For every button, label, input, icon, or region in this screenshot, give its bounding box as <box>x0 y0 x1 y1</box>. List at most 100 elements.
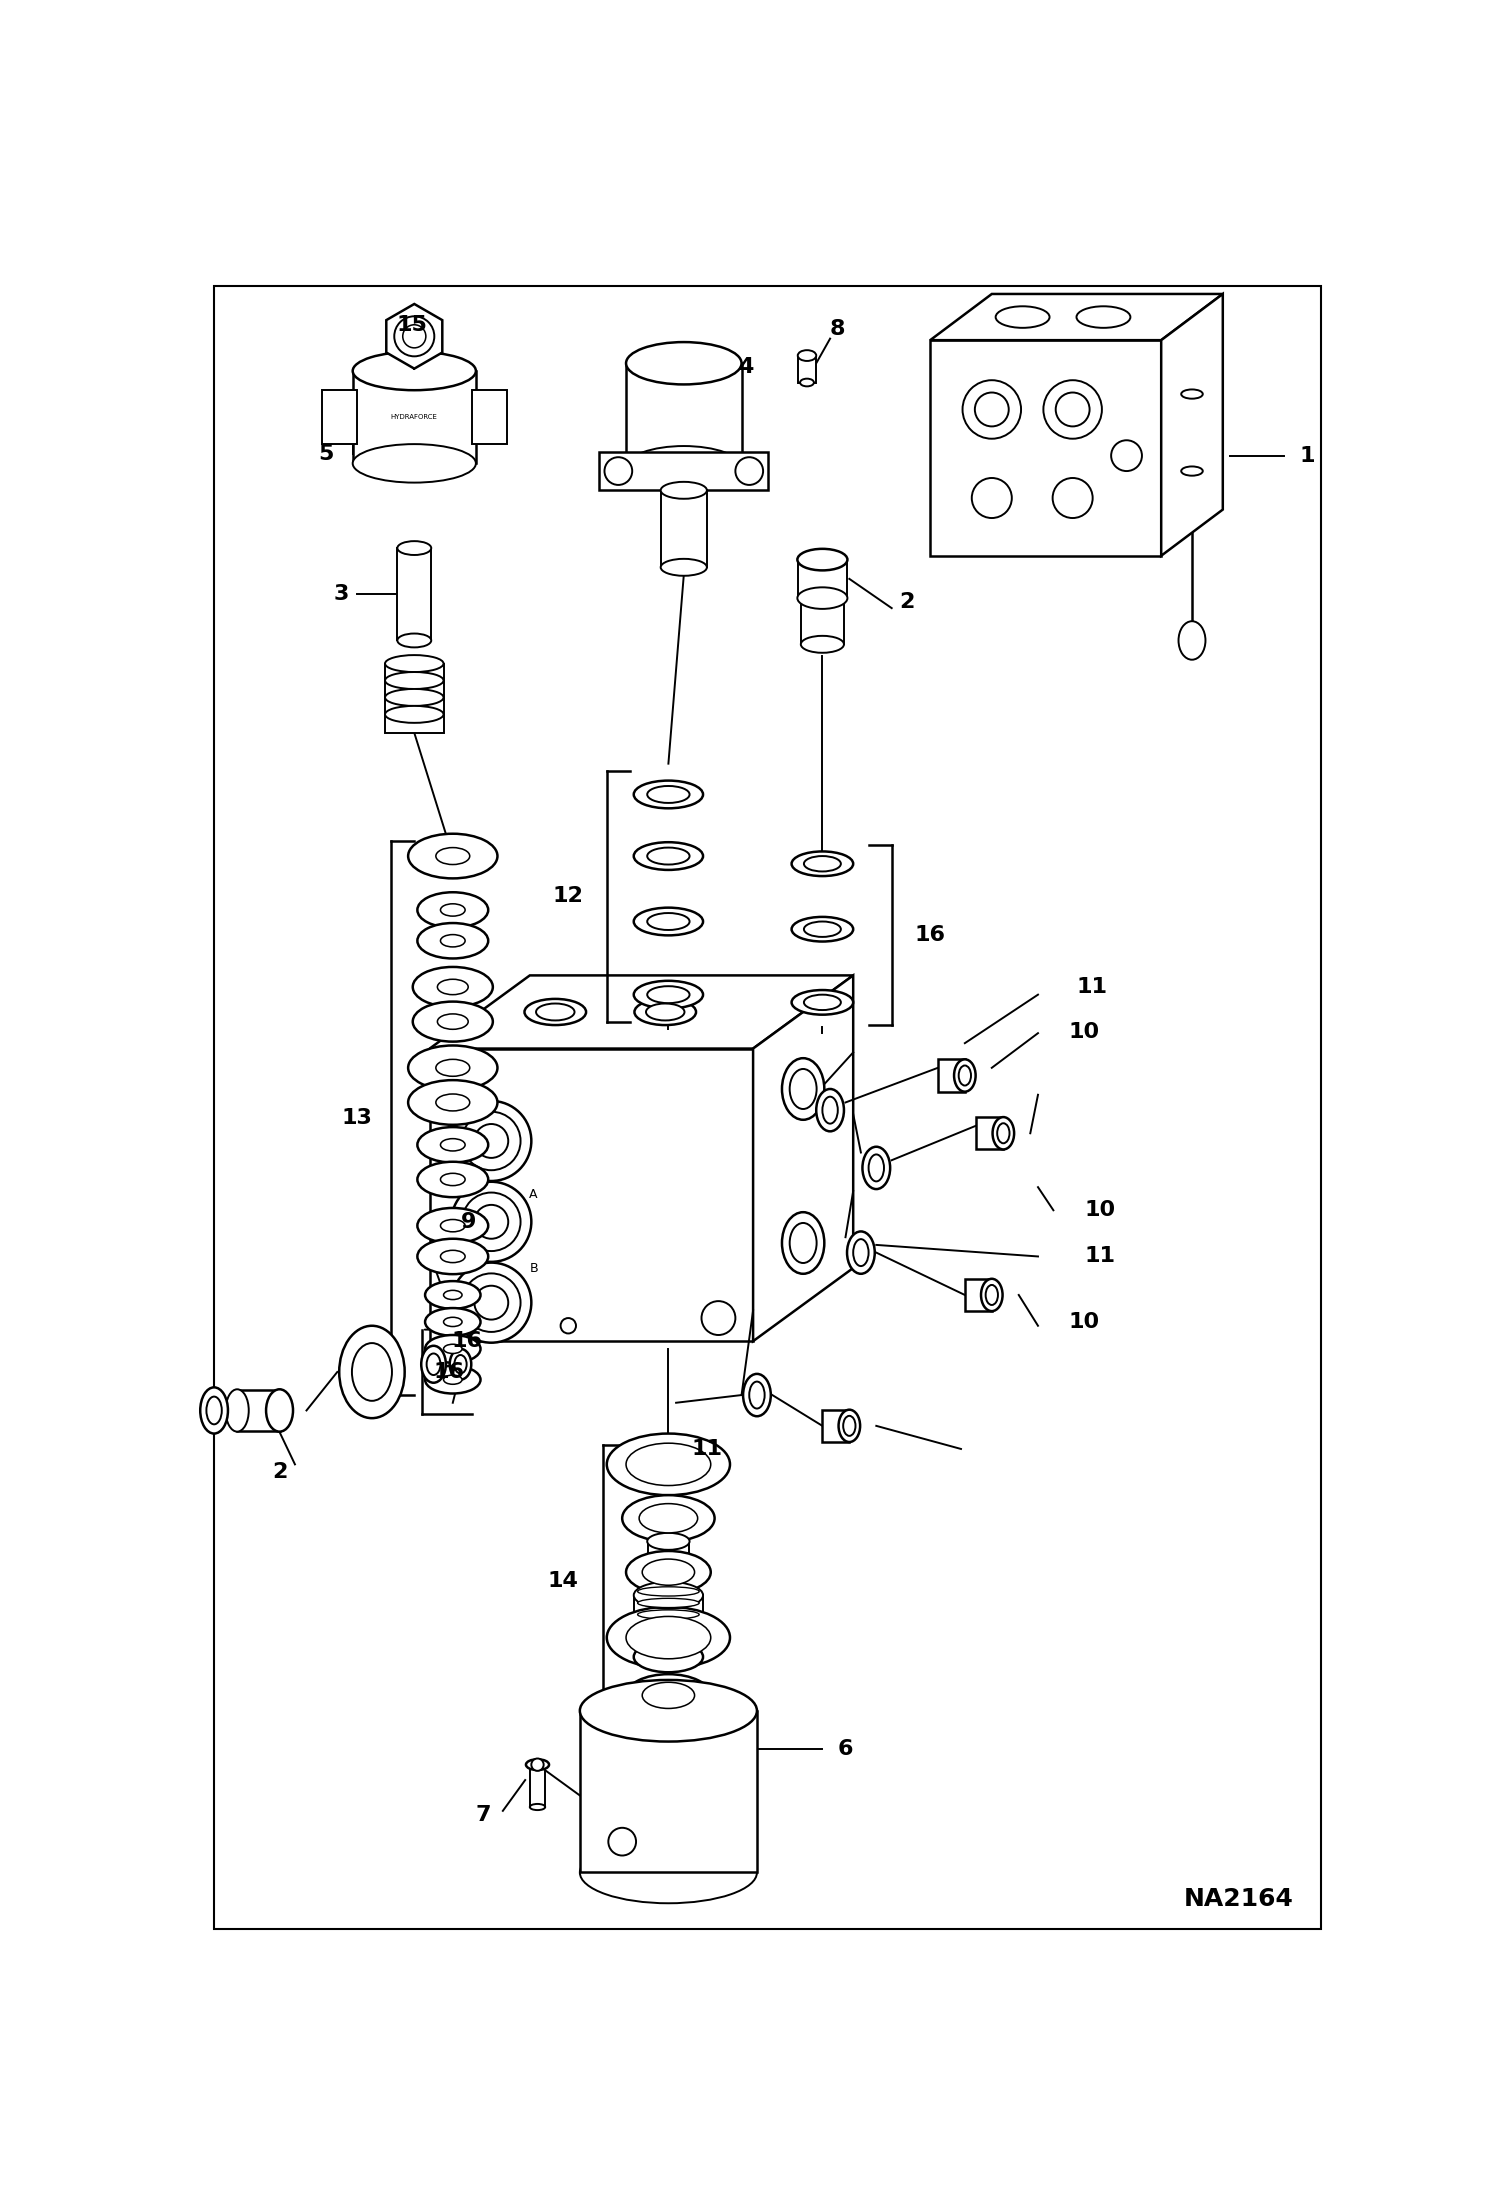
Ellipse shape <box>443 1289 461 1300</box>
Circle shape <box>701 1300 736 1336</box>
Ellipse shape <box>839 1410 860 1443</box>
Ellipse shape <box>267 1390 294 1432</box>
Circle shape <box>394 316 434 355</box>
Circle shape <box>1112 441 1141 471</box>
Ellipse shape <box>749 1382 764 1408</box>
Circle shape <box>1056 393 1089 425</box>
Circle shape <box>560 1318 577 1333</box>
Ellipse shape <box>638 1599 700 1607</box>
Ellipse shape <box>440 934 464 947</box>
Ellipse shape <box>743 1373 771 1417</box>
Ellipse shape <box>647 785 689 803</box>
Bar <box>237 1390 280 1432</box>
Bar <box>352 371 476 463</box>
Polygon shape <box>1161 294 1222 555</box>
Ellipse shape <box>789 1224 816 1263</box>
Ellipse shape <box>634 842 703 871</box>
Ellipse shape <box>801 636 843 654</box>
Circle shape <box>403 325 425 349</box>
Ellipse shape <box>421 1347 446 1384</box>
Text: 16: 16 <box>915 925 945 945</box>
Text: 10: 10 <box>1068 1022 1100 1042</box>
Ellipse shape <box>418 1127 488 1162</box>
Circle shape <box>451 1101 532 1182</box>
Ellipse shape <box>638 1634 700 1643</box>
Ellipse shape <box>789 1068 816 1110</box>
Bar <box>599 452 768 491</box>
Circle shape <box>475 1204 508 1239</box>
Ellipse shape <box>640 1504 698 1533</box>
Ellipse shape <box>352 351 476 390</box>
Ellipse shape <box>626 1616 710 1658</box>
Bar <box>385 664 443 732</box>
Ellipse shape <box>530 1805 545 1809</box>
Text: 13: 13 <box>342 1107 372 1127</box>
Bar <box>822 1410 849 1443</box>
Text: 5: 5 <box>318 445 334 465</box>
Ellipse shape <box>782 1059 824 1121</box>
Ellipse shape <box>385 689 443 706</box>
Ellipse shape <box>804 996 840 1011</box>
Ellipse shape <box>1077 307 1131 327</box>
Circle shape <box>605 456 632 485</box>
Ellipse shape <box>418 1208 488 1243</box>
Ellipse shape <box>797 548 848 570</box>
Ellipse shape <box>385 706 443 724</box>
Ellipse shape <box>854 1239 869 1265</box>
Bar <box>977 1116 1004 1149</box>
Bar <box>801 599 843 645</box>
Circle shape <box>475 1125 508 1158</box>
Ellipse shape <box>643 1682 695 1708</box>
Ellipse shape <box>407 1046 497 1090</box>
Ellipse shape <box>530 1761 545 1768</box>
Ellipse shape <box>454 1355 467 1373</box>
Ellipse shape <box>797 588 848 610</box>
Ellipse shape <box>626 1673 710 1717</box>
Ellipse shape <box>397 542 431 555</box>
Text: 3: 3 <box>334 583 349 605</box>
Bar <box>965 1279 992 1311</box>
Text: 15: 15 <box>397 316 427 336</box>
Ellipse shape <box>647 846 689 864</box>
Ellipse shape <box>449 1349 472 1379</box>
Ellipse shape <box>536 1004 575 1020</box>
Bar <box>397 548 431 640</box>
Text: 2: 2 <box>271 1463 288 1482</box>
Ellipse shape <box>413 1002 493 1042</box>
Ellipse shape <box>996 307 1050 327</box>
Bar <box>798 559 846 599</box>
Ellipse shape <box>427 1353 440 1375</box>
Ellipse shape <box>1179 621 1206 660</box>
Bar <box>472 390 506 445</box>
Ellipse shape <box>1182 467 1203 476</box>
Ellipse shape <box>201 1388 228 1434</box>
Circle shape <box>608 1827 637 1855</box>
Bar <box>647 1542 689 1572</box>
Ellipse shape <box>524 998 586 1024</box>
Ellipse shape <box>782 1213 824 1274</box>
Circle shape <box>451 1263 532 1342</box>
Ellipse shape <box>869 1154 884 1182</box>
Text: 11: 11 <box>1085 1246 1115 1268</box>
Ellipse shape <box>634 1640 703 1673</box>
Ellipse shape <box>791 917 854 941</box>
Ellipse shape <box>993 1116 1014 1149</box>
Text: 9: 9 <box>460 1213 476 1232</box>
Ellipse shape <box>1182 390 1203 399</box>
Ellipse shape <box>822 1096 837 1123</box>
Ellipse shape <box>352 1342 392 1401</box>
Polygon shape <box>930 294 1222 340</box>
Ellipse shape <box>798 351 816 362</box>
Circle shape <box>451 1182 532 1261</box>
Circle shape <box>963 379 1022 439</box>
Text: 11: 11 <box>692 1439 722 1458</box>
Ellipse shape <box>407 1081 497 1125</box>
Ellipse shape <box>440 1138 464 1151</box>
Ellipse shape <box>425 1366 481 1393</box>
Ellipse shape <box>863 1147 890 1189</box>
Ellipse shape <box>425 1336 481 1362</box>
Text: 12: 12 <box>553 886 584 906</box>
Ellipse shape <box>843 1417 855 1436</box>
Circle shape <box>461 1274 521 1331</box>
Text: B: B <box>529 1261 538 1274</box>
